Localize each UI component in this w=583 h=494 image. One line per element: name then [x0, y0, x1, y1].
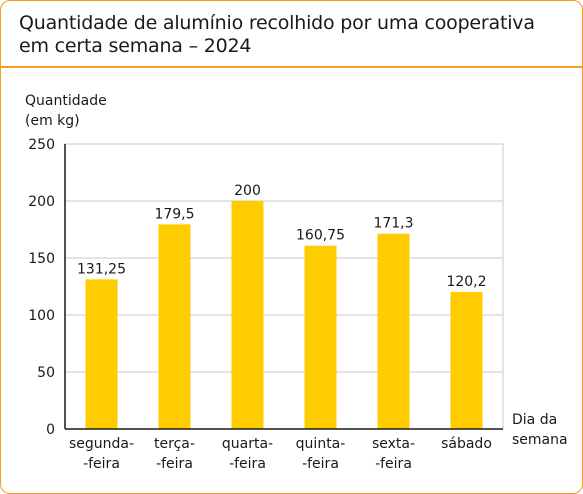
bar	[159, 224, 191, 429]
value-label: 179,5	[154, 206, 194, 222]
y-tick-label: 200	[28, 194, 55, 210]
value-label: 160,75	[296, 228, 345, 244]
x-tick-label: -feira	[375, 456, 412, 472]
y-tick-label: 250	[28, 137, 55, 153]
x-tick-label: -feira	[156, 456, 193, 472]
bar	[378, 234, 410, 429]
value-label: 120,2	[446, 274, 486, 290]
x-axis-title: Dia da	[512, 412, 557, 428]
x-tick-label: sábado	[441, 436, 492, 452]
y-tick-label: 100	[28, 308, 55, 324]
y-axis-title: (em kg)	[25, 113, 80, 129]
value-label: 200	[234, 183, 261, 199]
x-tick-label: quinta-	[296, 436, 346, 452]
bar	[451, 292, 483, 429]
y-tick-label: 150	[28, 251, 55, 267]
bar	[305, 246, 337, 429]
y-tick-label: 50	[37, 365, 55, 381]
y-tick-label: 0	[46, 422, 55, 438]
value-label: 171,3	[373, 216, 413, 232]
x-tick-label: sexta-	[372, 436, 415, 452]
x-tick-label: quarta-	[222, 436, 273, 452]
x-tick-label: -feira	[83, 456, 120, 472]
bar	[232, 201, 264, 429]
x-tick-label: -feira	[302, 456, 339, 472]
bar	[86, 279, 118, 429]
x-tick-label: terça-	[154, 436, 195, 452]
value-label: 131,25	[77, 261, 126, 277]
x-tick-label: -feira	[229, 456, 266, 472]
x-axis-title: semana	[512, 432, 568, 448]
y-axis-title: Quantidade	[25, 93, 107, 109]
x-tick-label: segunda-	[69, 436, 134, 452]
